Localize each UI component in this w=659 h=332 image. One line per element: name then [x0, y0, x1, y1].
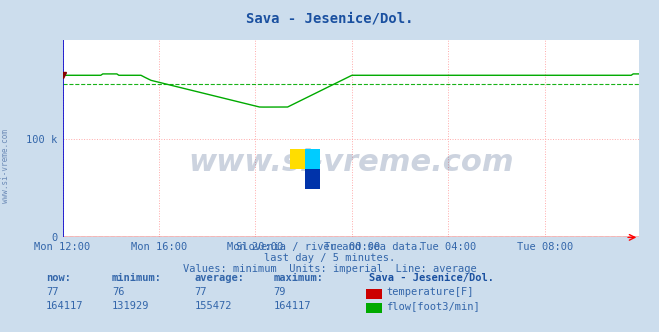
Text: Slovenia / river and sea data.: Slovenia / river and sea data.	[236, 242, 423, 252]
Text: average:: average:	[194, 273, 244, 283]
Text: minimum:: minimum:	[112, 273, 162, 283]
Bar	[304, 169, 320, 189]
Text: Sava - Jesenice/Dol.: Sava - Jesenice/Dol.	[246, 12, 413, 26]
Text: 164117: 164117	[273, 301, 311, 311]
Text: www.si-vreme.com: www.si-vreme.com	[1, 129, 10, 203]
Bar	[304, 149, 320, 169]
Text: flow[foot3/min]: flow[foot3/min]	[386, 301, 480, 311]
Text: maximum:: maximum:	[273, 273, 324, 283]
Text: 155472: 155472	[194, 301, 232, 311]
Text: Values: minimum  Units: imperial  Line: average: Values: minimum Units: imperial Line: av…	[183, 264, 476, 274]
Text: 76: 76	[112, 287, 125, 297]
Text: 164117: 164117	[46, 301, 84, 311]
Text: 131929: 131929	[112, 301, 150, 311]
Text: 77: 77	[46, 287, 59, 297]
Text: last day / 5 minutes.: last day / 5 minutes.	[264, 253, 395, 263]
Text: now:: now:	[46, 273, 71, 283]
Text: Sava - Jesenice/Dol.: Sava - Jesenice/Dol.	[369, 273, 494, 283]
Text: www.si-vreme.com: www.si-vreme.com	[188, 148, 514, 177]
Bar	[290, 149, 304, 169]
Text: temperature[F]: temperature[F]	[386, 287, 474, 297]
Text: 77: 77	[194, 287, 207, 297]
Text: 79: 79	[273, 287, 286, 297]
